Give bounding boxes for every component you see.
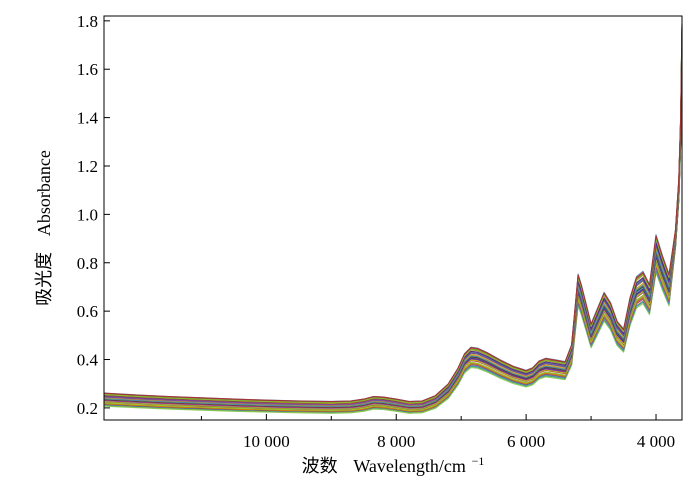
spectrum-line: [103, 29, 683, 405]
y-tick-label: 1.6: [77, 60, 98, 79]
spectrum-line: [103, 28, 683, 403]
spectrum-line: [103, 52, 683, 413]
x-tick-label: 8 000: [377, 432, 415, 451]
spectrum-line: [103, 33, 683, 406]
x-axis-label-en: Wavelength/cm: [353, 456, 466, 476]
spectrum-line: [103, 38, 683, 408]
spectrum-line: [103, 34, 683, 406]
spectrum-line: [103, 36, 683, 408]
x-tick-label: 6 000: [507, 432, 545, 451]
spectrum-line: [103, 43, 683, 410]
spectrum-line: [103, 46, 683, 410]
y-tick-label: 1.0: [77, 205, 98, 224]
x-tick-label: 4 000: [637, 432, 675, 451]
spectrum-line: [103, 37, 683, 408]
spectrum-line: [103, 32, 683, 405]
y-axis-label-cn: 吸光度: [34, 252, 55, 306]
y-tick-label: 1.2: [77, 157, 98, 176]
y-axis: 0.2 0.4 0.6 0.8 1.0 1.2 1.4 1.6 1.8: [77, 12, 110, 418]
spectrum-line: [103, 23, 683, 403]
spectrum-line: [103, 56, 683, 414]
y-tick-label: 0.4: [77, 351, 99, 370]
y-axis-label-en: Absorbance: [34, 150, 54, 236]
spectrum-line: [103, 50, 683, 412]
spectrum-line: [103, 27, 683, 404]
spectrum-line: [103, 43, 683, 409]
spectrum-line: [103, 31, 683, 406]
spectrum-line: [103, 44, 683, 409]
spectrum-line: [103, 56, 683, 414]
spectrum-line: [103, 47, 683, 411]
x-axis: 10 000 8 000 6 000 4 000: [200, 414, 675, 451]
spectrum-line: [103, 46, 683, 410]
y-tick-label: 0.8: [77, 254, 98, 273]
spectrum-line: [103, 34, 683, 406]
spectrum-line: [103, 41, 683, 409]
y-tick-label: 1.8: [77, 12, 98, 31]
y-tick-label: 0.6: [77, 302, 98, 321]
spectrum-line: [103, 30, 683, 405]
spectrum-line: [103, 39, 683, 408]
spectrum-line: [103, 37, 683, 407]
spectrum-line: [103, 42, 683, 409]
spectrum-line: [103, 35, 683, 408]
spectrum-line: [103, 31, 683, 406]
spectra-lines: [103, 23, 683, 414]
spectrum-line: [103, 49, 683, 412]
x-tick-label: 10 000: [243, 432, 290, 451]
spectrum-line: [103, 49, 683, 411]
spectrum-line: [103, 55, 683, 413]
spectrum-line: [103, 54, 683, 413]
x-axis-label-cn: 波数: [302, 456, 338, 477]
spectrum-line: [103, 40, 683, 408]
spectrum-line: [103, 45, 683, 410]
spectrum-line: [103, 25, 683, 404]
spectrum-line: [103, 24, 683, 402]
spectrum-line: [103, 26, 683, 404]
spectrum-line: [103, 53, 683, 412]
spectrum-line: [103, 48, 683, 410]
x-axis-label: 波数 Wavelength/cm −1: [302, 454, 485, 477]
y-tick-label: 1.4: [77, 109, 99, 128]
spectrum-line: [103, 51, 683, 412]
spectrum-line: [103, 40, 683, 408]
y-tick-label: 0.2: [77, 399, 98, 418]
spectrum-line: [103, 28, 683, 403]
spectrum-line: [103, 53, 683, 413]
plot-frame: [103, 15, 683, 421]
spectrum-line: [103, 25, 683, 404]
y-axis-label: 吸光度 Absorbance: [34, 150, 55, 306]
x-axis-label-unit-exponent: −1: [472, 454, 485, 468]
